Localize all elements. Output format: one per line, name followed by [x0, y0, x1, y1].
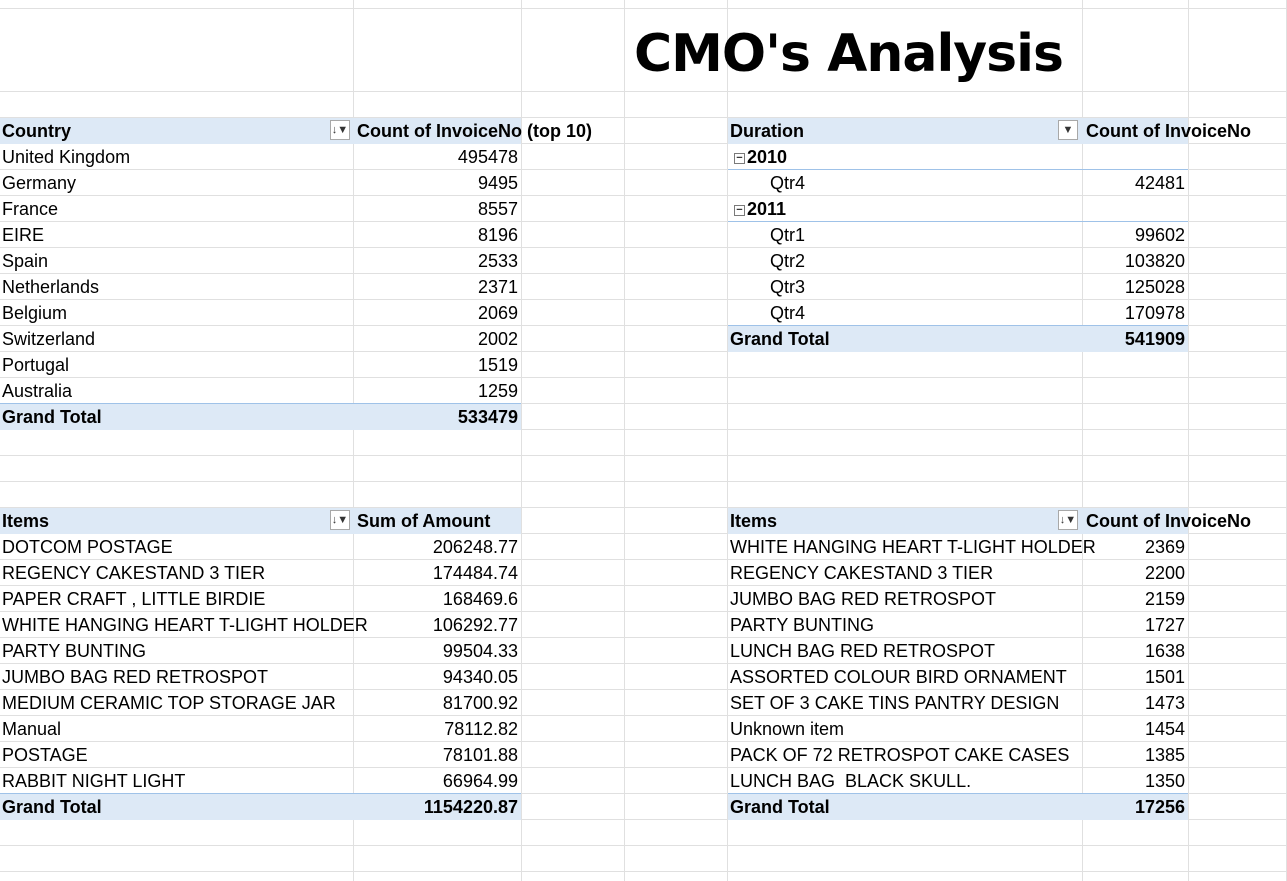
pivot-header-row: Items ↓▼ Sum of Amount [0, 508, 521, 534]
value-header[interactable]: Sum of Amount [357, 511, 491, 531]
table-row[interactable]: Manual 78112.82 [2, 719, 518, 739]
table-row[interactable]: Australia 1259 [2, 381, 518, 401]
grand-total-row[interactable]: Grand Total 1154220.87 [0, 793, 521, 820]
table-row[interactable]: REGENCY CAKESTAND 3 TIER 2200 [730, 563, 1185, 583]
table-row[interactable]: PARTY BUNTING 99504.33 [2, 641, 518, 661]
value-header[interactable]: Count of InvoiceNo [1086, 511, 1251, 531]
grand-total-row[interactable]: Grand Total 533479 [0, 403, 521, 430]
table-row[interactable]: Qtr2 103820 [770, 251, 1185, 271]
year-label: 2010 [747, 147, 788, 167]
table-row[interactable]: Switzerland 2002 [2, 329, 518, 349]
table-row[interactable]: MEDIUM CERAMIC TOP STORAGE JAR 81700.92 [2, 693, 518, 713]
table-row[interactable]: United Kingdom 495478 [2, 147, 518, 167]
year-label: 2011 [747, 199, 787, 219]
table-row[interactable]: Germany 9495 [2, 173, 518, 193]
table-row[interactable]: DOTCOM POSTAGE 206248.77 [2, 537, 518, 557]
value-header[interactable]: Count of InvoiceNo (top 10) [357, 121, 592, 141]
sort-filter-icon[interactable]: ↓▼ [1058, 510, 1078, 530]
row-header-items[interactable]: Items [2, 511, 50, 531]
table-row[interactable]: Qtr3 125028 [770, 277, 1185, 297]
dropdown-arrow-icon[interactable]: ▼ [1058, 120, 1078, 140]
table-row[interactable]: France 8557 [2, 199, 518, 219]
table-row[interactable]: Belgium 2069 [2, 303, 518, 323]
value-header[interactable]: Count of InvoiceNo [1086, 121, 1251, 141]
table-row[interactable]: Netherlands 2371 [2, 277, 518, 297]
table-row[interactable]: PARTY BUNTING 1727 [730, 615, 1185, 635]
collapse-minus-icon[interactable]: − [734, 152, 745, 164]
sheet-title: CMO's Analysis [634, 24, 1064, 84]
table-row[interactable]: RABBIT NIGHT LIGHT 66964.99 [2, 771, 518, 791]
grand-total-row[interactable]: Grand Total 17256 [728, 793, 1188, 820]
table-row[interactable]: PACK OF 72 RETROSPOT CAKE CASES 1385 [730, 745, 1185, 765]
table-row[interactable]: Portugal 1519 [2, 355, 518, 375]
grand-total-row[interactable]: Grand Total 541909 [728, 325, 1188, 352]
table-row[interactable]: LUNCH BAG RED RETROSPOT 1638 [730, 641, 1185, 661]
pivot-header-row: Items ↓▼ Count of InvoiceNo [728, 508, 1251, 534]
table-row[interactable]: SET OF 3 CAKE TINS PANTRY DESIGN 1473 [730, 693, 1185, 713]
table-row[interactable]: ASSORTED COLOUR BIRD ORNAMENT 1501 [730, 667, 1185, 687]
table-row[interactable]: EIRE 8196 [2, 225, 518, 245]
year-group-row[interactable]: −2011 [728, 196, 1188, 222]
table-row[interactable]: Spain 2533 [2, 251, 518, 271]
table-row[interactable]: Qtr4 170978 [770, 303, 1185, 323]
table-row[interactable]: PAPER CRAFT , LITTLE BIRDIE 168469.6 [2, 589, 518, 609]
pivot-header-row: Country ↓▼ Count of InvoiceNo (top 10) [0, 118, 592, 144]
table-row[interactable]: Qtr4 42481 [770, 173, 1185, 193]
row-header-items[interactable]: Items [730, 511, 778, 531]
table-row[interactable]: JUMBO BAG RED RETROSPOT 94340.05 [2, 667, 518, 687]
table-row[interactable]: REGENCY CAKESTAND 3 TIER 174484.74 [2, 563, 518, 583]
table-row[interactable]: WHITE HANGING HEART T-LIGHT HOLDER 10629… [2, 615, 518, 635]
sort-filter-icon[interactable]: ↓▼ [330, 120, 350, 140]
table-row[interactable]: JUMBO BAG RED RETROSPOT 2159 [730, 589, 1185, 609]
table-row[interactable]: Qtr1 99602 [770, 225, 1185, 245]
collapse-minus-icon[interactable]: − [734, 204, 745, 216]
table-row[interactable]: LUNCH BAG BLACK SKULL. 1350 [730, 771, 1185, 791]
table-row[interactable]: WHITE HANGING HEART T-LIGHT HOLDER 2369 [730, 537, 1185, 557]
pivot-header-row: Duration ▼ Count of InvoiceNo [728, 118, 1251, 144]
row-header-duration[interactable]: Duration [730, 121, 804, 141]
sort-filter-icon[interactable]: ↓▼ [330, 510, 350, 530]
row-header-country[interactable]: Country [2, 121, 71, 141]
table-row[interactable]: POSTAGE 78101.88 [2, 745, 518, 765]
table-row[interactable]: Unknown item 1454 [730, 719, 1185, 739]
year-group-row[interactable]: −2010 [728, 144, 1188, 170]
